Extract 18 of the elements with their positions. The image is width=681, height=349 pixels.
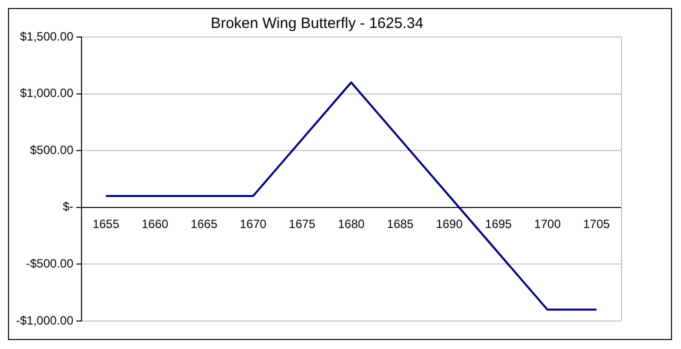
- x-tick-label: 1660: [142, 216, 169, 231]
- x-tick-label: 1655: [92, 216, 120, 231]
- y-tick-label: $500.00: [30, 142, 74, 157]
- x-tick-label: 1685: [386, 216, 414, 231]
- y-tick-label: $1,000.00: [20, 86, 74, 100]
- x-tick-label: 1670: [240, 216, 267, 231]
- x-tick-label: 1665: [190, 216, 218, 231]
- x-tick-label: 1675: [288, 216, 316, 231]
- chart-title: Broken Wing Butterfly - 1625.34: [210, 15, 424, 32]
- x-tick-label: 1680: [338, 216, 365, 231]
- x-tick-label: 1705: [583, 216, 610, 231]
- y-tick-label: -$500.00: [26, 256, 74, 271]
- y-tick-label: -$1,000.00: [16, 313, 74, 328]
- y-tick-label: $1,500.00: [20, 29, 74, 44]
- x-tick-label: 1700: [534, 216, 562, 231]
- x-tick-label: 1695: [485, 216, 512, 231]
- y-tick-label: $-: [62, 200, 74, 214]
- x-tick-label: 1690: [436, 216, 463, 231]
